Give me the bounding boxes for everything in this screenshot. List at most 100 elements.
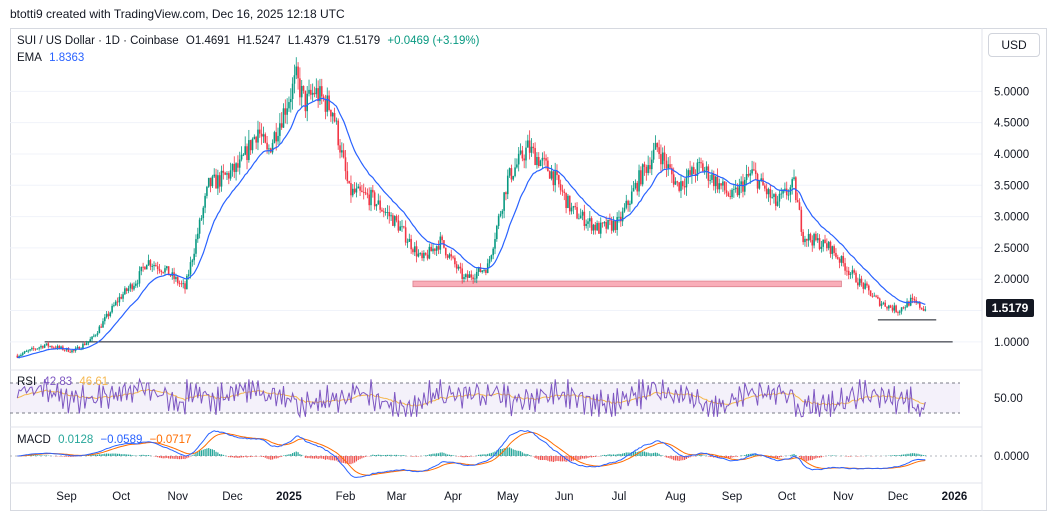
candle-body — [98, 326, 101, 334]
candle-body — [696, 162, 699, 176]
macd-histogram-bar — [525, 453, 527, 456]
candle-body — [490, 255, 493, 260]
macd-histogram-bar — [897, 455, 899, 456]
candle-body — [160, 270, 163, 273]
macd-histogram-bar — [250, 456, 252, 458]
macd-histogram-bar — [330, 456, 332, 461]
candle-body — [656, 142, 659, 148]
candle-body — [474, 278, 476, 280]
candle-body — [599, 222, 602, 234]
candle-body — [716, 176, 719, 190]
macd-histogram-bar — [725, 456, 728, 458]
macd-histogram-bar — [915, 453, 917, 456]
candle-body — [397, 220, 400, 231]
candle-body — [390, 215, 392, 217]
macd-histogram-bar — [401, 455, 403, 456]
candle-body — [264, 134, 267, 143]
candle-body — [568, 195, 571, 212]
rsi-legend[interactable]: RSI 42.83 46.61 — [17, 376, 112, 388]
candle-body — [838, 258, 841, 263]
macd-histogram-bar — [428, 454, 430, 456]
macd-histogram-bar — [529, 455, 531, 456]
candle-body — [437, 246, 440, 250]
candle-body — [587, 221, 589, 224]
macd-histogram-bar — [809, 456, 812, 461]
macd-histogram-bar — [273, 456, 275, 459]
candle-body — [742, 181, 744, 192]
macd-histogram-bar — [91, 454, 93, 456]
candle-body — [913, 299, 916, 301]
candle-body — [344, 157, 347, 172]
candle-body — [751, 169, 753, 174]
macd-histogram-bar — [653, 452, 655, 456]
candle-body — [889, 305, 892, 308]
macd-histogram-bar — [651, 453, 653, 456]
macd-histogram-bar — [463, 456, 465, 458]
x-tick-label: Dec — [888, 491, 909, 503]
candle-body — [778, 193, 781, 202]
macd-histogram-bar — [534, 456, 536, 459]
candle-body — [805, 238, 808, 241]
macd-histogram-bar — [921, 454, 923, 456]
candle-body — [470, 274, 473, 278]
macd-histogram-bar — [605, 454, 607, 456]
candle-body — [629, 203, 631, 205]
candle-body — [682, 181, 684, 187]
macd-histogram-bar — [917, 453, 919, 456]
macd-histogram-bar — [180, 456, 182, 460]
candle-body — [313, 92, 316, 95]
candle-body — [452, 256, 454, 258]
candle-body — [749, 173, 752, 176]
macd-histogram-bar — [669, 456, 671, 459]
candle-body — [534, 148, 536, 166]
candle-body — [886, 306, 888, 309]
macd-histogram-bar — [744, 455, 746, 456]
candle-body — [147, 260, 150, 265]
candle-body — [620, 216, 622, 222]
macd-histogram-bar — [924, 455, 926, 456]
candle-body — [350, 183, 352, 196]
macd-histogram-bar — [552, 456, 554, 462]
candle-body — [877, 296, 879, 299]
candle-body — [255, 136, 257, 143]
chart-frame — [10, 28, 1047, 511]
candle-body — [583, 211, 586, 226]
macd-histogram-bar — [849, 456, 852, 457]
macd-histogram-bar — [359, 456, 361, 460]
x-tick-label: Oct — [778, 491, 797, 503]
candle-body — [508, 168, 511, 176]
candle-body — [421, 253, 423, 259]
candle-body — [238, 159, 241, 168]
macd-histogram-bar — [131, 455, 133, 456]
candle-body — [271, 142, 274, 153]
macd-histogram-bar — [775, 456, 777, 459]
candle-body — [738, 184, 741, 196]
candle-body — [477, 267, 480, 272]
macd-histogram-bar — [127, 454, 130, 456]
macd-histogram-bar — [379, 454, 381, 456]
candle-body — [880, 303, 883, 306]
candle-body — [73, 350, 75, 352]
macd-histogram-bar — [197, 452, 199, 456]
candle-body — [632, 188, 635, 192]
candle-body — [435, 246, 438, 251]
candle-body — [523, 158, 525, 161]
candle-body — [235, 163, 237, 172]
candle-body — [277, 135, 279, 142]
macd-histogram-bar — [104, 453, 106, 456]
macd-histogram-bar — [594, 456, 596, 457]
candle-body — [561, 190, 564, 192]
candle-body — [685, 177, 688, 188]
symbol-label[interactable]: SUI / US Dollar · 1D · Coinbase — [17, 35, 179, 47]
candle-body — [762, 178, 764, 186]
support-zones — [44, 280, 953, 343]
macd-legend[interactable]: MACD 0.0128 −0.0589 −0.0717 — [17, 434, 195, 446]
currency-button[interactable]: USD — [988, 33, 1040, 57]
macd-histogram-bar — [461, 456, 463, 458]
candle-body — [373, 192, 376, 207]
candle-body — [38, 347, 40, 349]
ema-legend[interactable]: EMA 1.8363 — [17, 52, 88, 64]
candle-body — [331, 113, 334, 117]
macd-histogram-bar — [490, 452, 492, 456]
